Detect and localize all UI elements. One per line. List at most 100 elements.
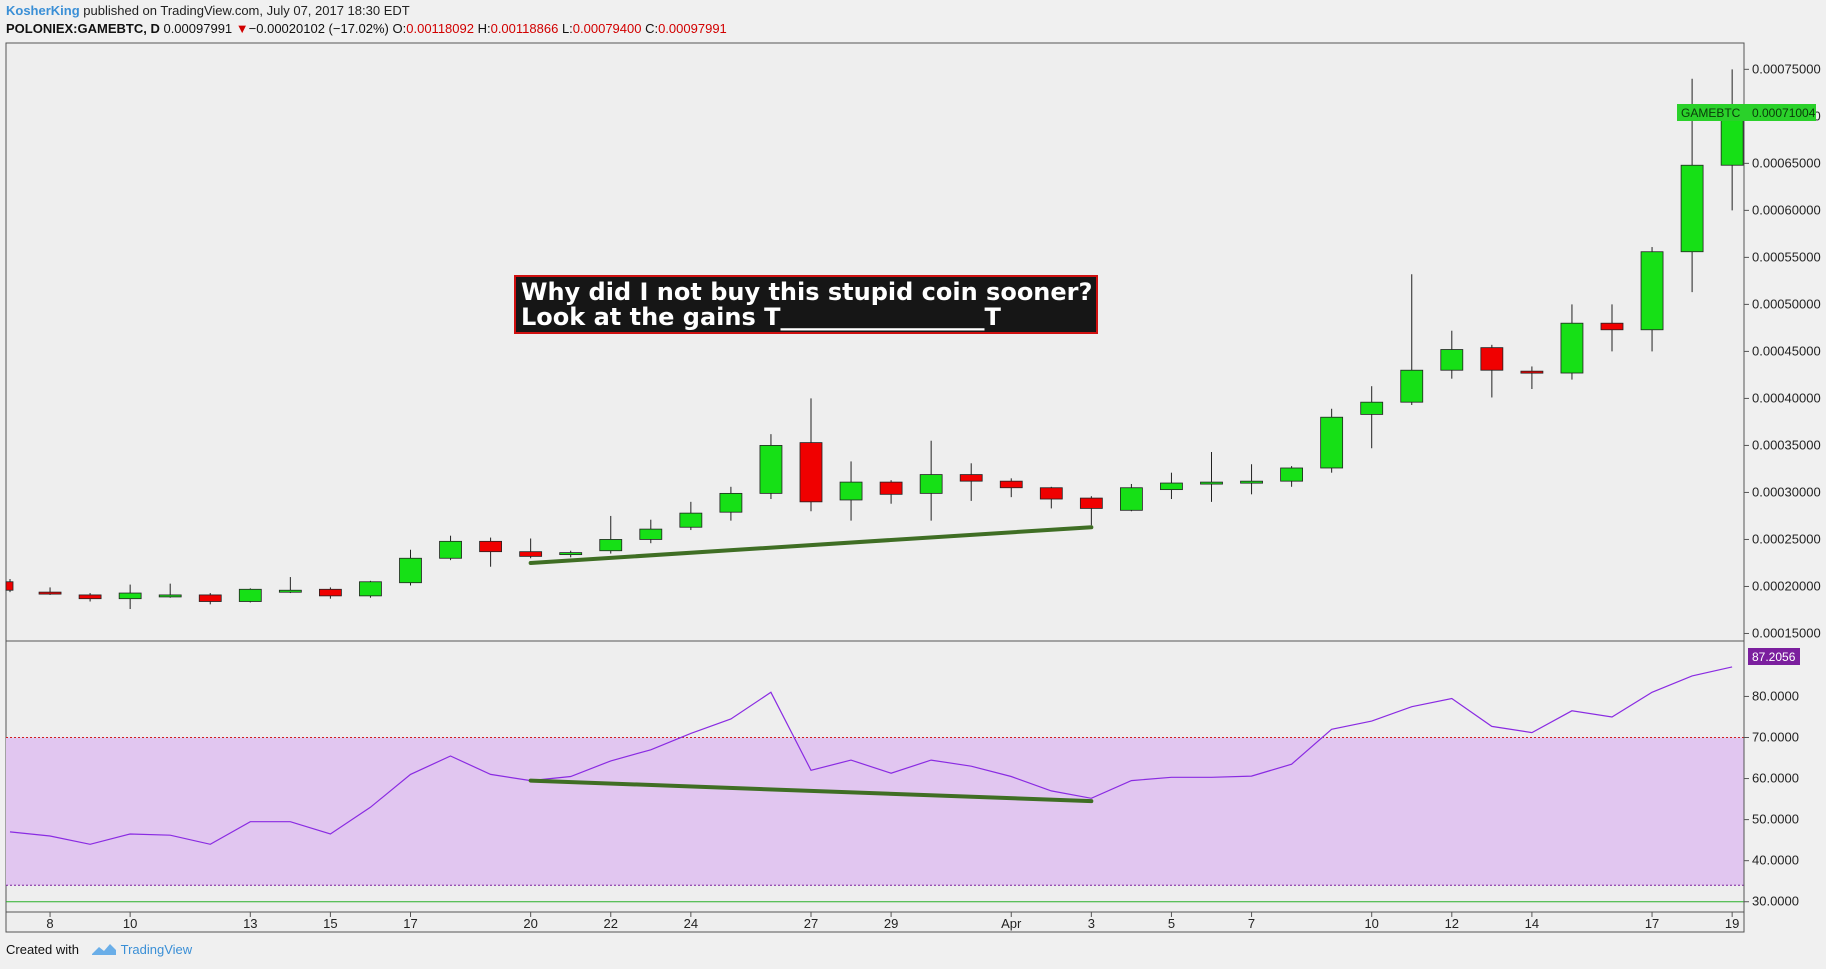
rsi-overbought-oversold-band — [6, 737, 1744, 886]
last-price: 0.00097991 — [163, 21, 233, 36]
candle — [519, 538, 543, 559]
candle — [799, 398, 823, 512]
candle — [1560, 304, 1584, 380]
publish-info: KosherKing published on TradingView.com,… — [6, 3, 410, 18]
bearish-candle-body — [78, 594, 102, 600]
price-axis-label: 0.00065000 — [1752, 155, 1821, 170]
price-axis-label: 0.00055000 — [1752, 249, 1821, 264]
ohlc-legend: POLONIEX:GAMEBTC, D 0.00097991 ▼−0.00020… — [6, 21, 727, 36]
price-axis-label: 0.00075000 — [1752, 61, 1821, 76]
rsi-pane[interactable] — [9, 666, 1733, 845]
bearish-candle-body — [318, 588, 342, 597]
candle — [679, 501, 703, 531]
bullish-candle-body — [1160, 482, 1183, 491]
price-tag: GAMEBTC 0.00071004 — [1677, 104, 1816, 121]
time-axis-label: 17 — [403, 916, 417, 931]
candle — [639, 519, 663, 544]
price-axis-label: 0.00030000 — [1752, 484, 1821, 499]
candle — [238, 588, 262, 603]
bullish-candle-body — [1360, 401, 1384, 415]
low-value: 0.00079400 — [572, 21, 642, 36]
tradingview-link[interactable]: TradingView — [120, 942, 193, 957]
bullish-candle-body — [1640, 251, 1664, 331]
bullish-candle-body — [439, 540, 462, 559]
time-axis-label: 14 — [1525, 916, 1539, 931]
bullish-candle-body — [1120, 487, 1143, 511]
time-axis-label: 24 — [684, 916, 698, 931]
price-axis-label: 0.00025000 — [1752, 531, 1821, 546]
close-value: 0.00097991 — [658, 21, 727, 36]
price-pane[interactable] — [5, 69, 1744, 610]
rsi-trendline — [528, 778, 1094, 804]
candle — [1360, 386, 1384, 449]
time-axis-label: 7 — [1248, 916, 1255, 931]
bullish-candle-body — [1680, 164, 1704, 253]
candle — [399, 549, 422, 586]
price-axis-label: 0.00050000 — [1752, 296, 1821, 311]
candle — [879, 480, 903, 504]
author-link[interactable]: KosherKing — [6, 3, 80, 18]
bullish-candle-body — [1440, 349, 1464, 371]
annotation-line-1: Why did I not buy this stupid coin soone… — [521, 278, 1092, 306]
bullish-candle-body — [1320, 416, 1344, 469]
candle — [959, 463, 983, 501]
time-axis-label: Apr — [1001, 916, 1022, 931]
price-axis-label: 0.00015000 — [1752, 625, 1821, 640]
bullish-candle-body — [639, 528, 663, 540]
rsi-axis-label: 80.0000 — [1752, 688, 1799, 703]
bullish-candle-body — [1240, 480, 1263, 484]
price-axis-label: 0.00040000 — [1752, 390, 1821, 405]
time-axis-label: 5 — [1168, 916, 1175, 931]
bullish-candle-body — [278, 589, 302, 593]
bullish-candle-body — [238, 588, 262, 602]
bullish-candle-body — [1280, 467, 1303, 482]
time-axis[interactable]: 8 10 13 15 17 20 22 24 27 29 Apr 3 5 7 10 12 14 17 19 — [46, 912, 1739, 931]
rsi-axis-label: 60.0000 — [1752, 771, 1799, 786]
low-label: L: — [561, 21, 573, 36]
candle — [1039, 486, 1063, 509]
time-axis-label: 3 — [1088, 916, 1095, 931]
candle — [719, 486, 743, 521]
price-axis-label: 0.00020000 — [1752, 578, 1821, 593]
price-axis[interactable]: 0.000750000.000700000.000650000.00060000… — [1744, 61, 1821, 640]
candle — [559, 550, 583, 558]
high-value: 0.00118866 — [490, 21, 559, 36]
candle — [919, 440, 943, 521]
candle — [999, 478, 1023, 498]
candle — [1200, 452, 1223, 502]
candle — [1480, 344, 1504, 398]
annotation-box[interactable]: Why did I not buy this stupid coin soone… — [514, 275, 1098, 334]
bullish-candle-body — [1560, 322, 1584, 374]
bullish-candle-body — [679, 512, 703, 528]
time-axis-label: 17 — [1645, 916, 1659, 931]
candle — [38, 587, 62, 595]
rsi-axis-label: 30.0000 — [1752, 894, 1799, 909]
bearish-candle-body — [999, 480, 1023, 489]
open-value: 0.00118092 — [406, 21, 474, 36]
price-tag-symbol: GAMEBTC — [1681, 106, 1741, 120]
rsi-line — [9, 666, 1733, 845]
bearish-candle-body — [479, 540, 503, 553]
bullish-candle-body — [919, 474, 943, 494]
candle — [1400, 274, 1424, 405]
candle — [318, 587, 342, 599]
bearish-candle-body — [1600, 322, 1624, 331]
time-axis-label: 8 — [46, 916, 53, 931]
rsi-axis[interactable]: 80.0000 70.0000 60.0000 50.0000 40.0000 30.00… — [1744, 688, 1799, 909]
candle — [1120, 483, 1143, 512]
bullish-candle-body — [1400, 369, 1424, 403]
bearish-candle-body — [1520, 370, 1544, 374]
candle — [599, 515, 623, 554]
created-with-label: Created with — [6, 942, 79, 957]
bearish-candle-body — [879, 481, 903, 495]
candle — [1240, 464, 1263, 495]
rsi-tag-value: 87.2056 — [1752, 650, 1796, 664]
rsi-axis-label: 40.0000 — [1752, 853, 1799, 868]
footer: Created with TradingView — [6, 942, 192, 957]
bullish-candle-body — [158, 594, 182, 598]
candle — [1160, 472, 1183, 500]
price-axis-label: 0.00045000 — [1752, 343, 1821, 358]
candle — [78, 593, 102, 602]
bullish-candle-body — [719, 492, 743, 513]
